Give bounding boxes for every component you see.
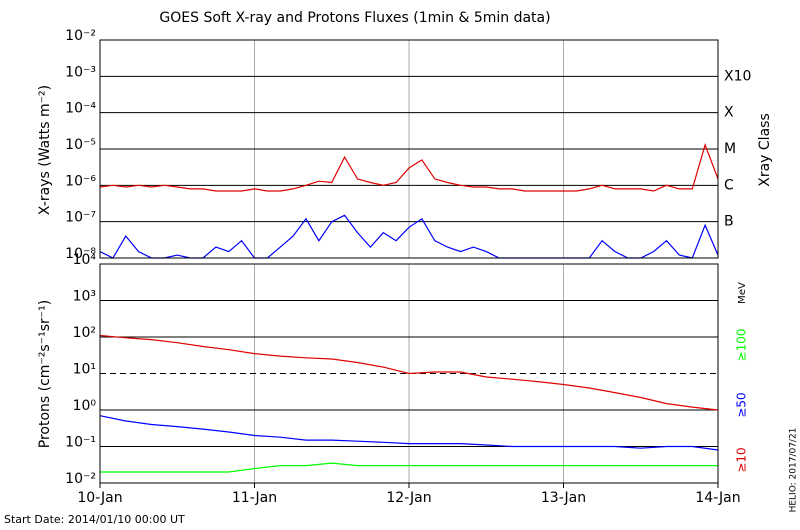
start-date: Start Date: 2014/01/10 00:00 UT — [4, 513, 185, 526]
plot-frame — [99, 39, 719, 259]
y-tick-label: 10⁻¹ — [65, 435, 96, 451]
y-tick-label: 10⁴ — [73, 252, 97, 268]
y-tick-label: 10⁻⁵ — [65, 137, 96, 153]
right-axis-label: Xray Class — [757, 113, 773, 187]
legend-unit: MeV — [737, 282, 748, 304]
y-tick-label: 10² — [73, 325, 96, 341]
chart-title: GOES Soft X-ray and Protons Fluxes (1min… — [159, 10, 550, 26]
series-line — [99, 334, 719, 411]
y-tick-label: 10⁻² — [65, 471, 96, 487]
y-tick-label: 10⁻³ — [65, 64, 96, 80]
class-label: M — [724, 141, 736, 157]
series-line — [99, 143, 719, 192]
x-tick-label: 12-Jan — [386, 490, 431, 506]
y-tick-label: 10⁻⁸ — [65, 246, 96, 262]
y-tick-label: 10⁻⁷ — [65, 210, 96, 226]
x-tick-label: 14-Jan — [695, 490, 740, 506]
y-tick-label: 10⁻⁴ — [65, 101, 96, 117]
created-date: HELIO: 2017/07/21 — [789, 428, 799, 513]
y-axis-label: X-rays (Watts m⁻²) — [37, 85, 53, 215]
series-line — [99, 415, 719, 451]
x-tick-label: 13-Jan — [541, 490, 586, 506]
y-tick-label: 10³ — [73, 289, 96, 305]
class-label: X10 — [724, 68, 751, 84]
x-tick-label: 10-Jan — [77, 490, 122, 506]
legend-label: ≥10 — [735, 447, 749, 472]
y-tick-label: 10⁻² — [65, 28, 96, 44]
legend-label: ≥50 — [735, 392, 749, 417]
legend-label: ≥100 — [735, 329, 749, 362]
y-tick-label: 10¹ — [73, 362, 96, 378]
series-line — [100, 462, 718, 473]
class-label: B — [724, 214, 734, 230]
x-tick-label: 11-Jan — [232, 490, 277, 506]
y-tick-label: 10⁰ — [73, 398, 97, 414]
y-tick-label: 10⁻⁶ — [65, 173, 96, 189]
class-label: C — [724, 177, 734, 193]
class-label: X — [724, 105, 734, 121]
y-axis-label: Protons (cm⁻²s⁻¹sr⁻¹) — [37, 300, 53, 449]
